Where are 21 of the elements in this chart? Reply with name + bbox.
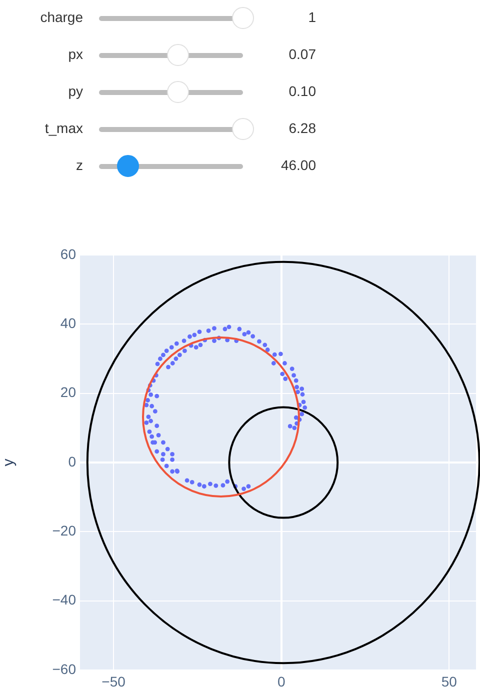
x-tick-label: 0 (277, 673, 286, 690)
y-tick-label: −20 (52, 522, 76, 539)
y-tick-label: 20 (60, 384, 76, 400)
y-tick-label: −60 (52, 660, 76, 677)
text: py (68, 83, 83, 99)
x-tick-label: 50 (441, 673, 458, 690)
text: z (76, 157, 83, 173)
text: 1 (308, 9, 316, 25)
y-tick-label: 0 (68, 453, 76, 470)
text: 6.28 (288, 120, 316, 136)
y-axis-title: y (0, 458, 18, 466)
text: px (68, 46, 83, 62)
text: charge (40, 9, 83, 25)
text: 46.00 (280, 157, 316, 173)
y-tick-label: 60 (60, 246, 76, 262)
text: 0.07 (288, 46, 316, 62)
y-tick-label: 40 (60, 315, 76, 332)
x-tick-label: −50 (102, 673, 126, 690)
y-tick-label: −40 (52, 592, 76, 608)
text: t_max (44, 120, 83, 136)
text: 0.10 (288, 83, 316, 99)
